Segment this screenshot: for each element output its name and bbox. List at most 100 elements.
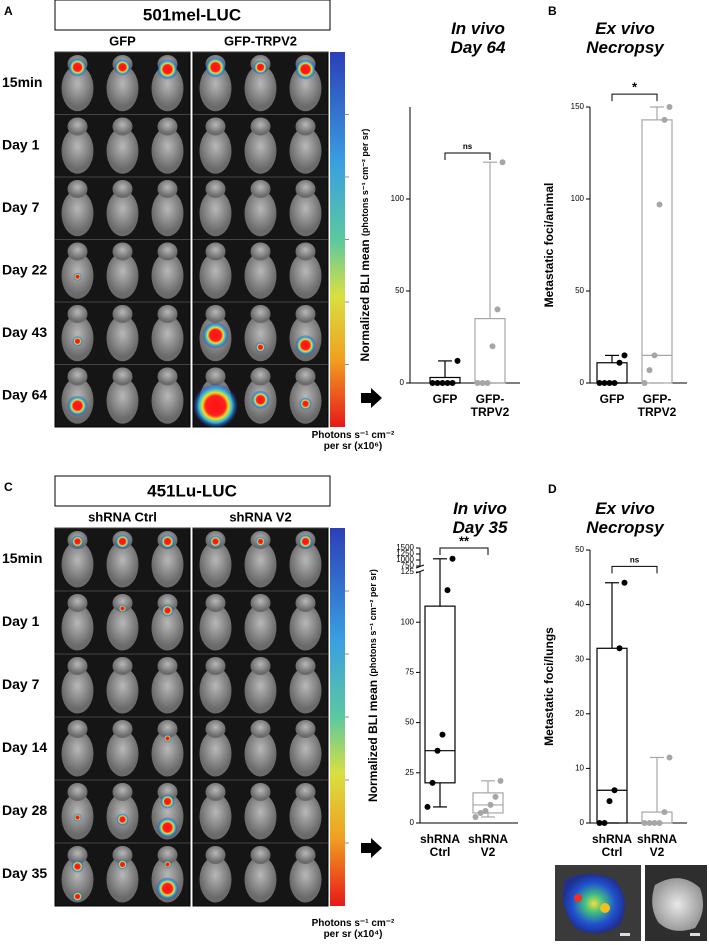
mouse-body [151, 127, 184, 174]
data-point [656, 820, 663, 826]
box [641, 119, 673, 384]
data-point [477, 809, 484, 816]
signal-blob [73, 813, 82, 822]
mouse-body [199, 541, 232, 588]
y-tick-label: 1500 [396, 543, 414, 552]
mouse-head [112, 783, 133, 801]
row-label: Day 43 [2, 324, 47, 340]
data-point [474, 380, 481, 386]
y-tick-label: 750 [401, 561, 415, 570]
mouse-body [199, 604, 232, 651]
signal-blob [156, 877, 179, 900]
mouse-body [244, 667, 277, 714]
signal-blob [116, 813, 129, 826]
mouse-body [289, 730, 322, 777]
signal-blob [255, 536, 266, 547]
mouse-body [151, 252, 184, 299]
mouse-head [295, 720, 316, 738]
mouse-body [61, 730, 94, 777]
mouse-body [151, 65, 184, 112]
column-header: shRNA V2 [229, 509, 291, 524]
mouse-head [112, 594, 133, 612]
data-point [666, 104, 673, 110]
mouse-body [289, 541, 322, 588]
mouse-head [67, 657, 88, 675]
mouse-head [250, 367, 271, 386]
mouse-head [67, 594, 88, 612]
data-point [497, 777, 504, 784]
data-point [646, 820, 653, 826]
box [424, 605, 456, 784]
row-label: Day 7 [2, 199, 40, 215]
data-point [424, 803, 431, 810]
mouse-head [295, 180, 316, 198]
mouse-head [157, 783, 178, 801]
mouse-body [61, 190, 94, 237]
mouse-head [295, 305, 316, 323]
y-axis-label-units: (photons s⁻¹ cm⁻² per sr) [368, 569, 378, 677]
y-tick-label: 0 [400, 378, 405, 387]
y-tick-label: 20 [575, 709, 584, 718]
mouse-head [250, 657, 271, 675]
mouse-head [205, 594, 226, 612]
chart-title: In vivo Day 64 [450, 19, 506, 57]
data-point [646, 367, 653, 374]
signal-blob [255, 342, 266, 353]
mouse-head [67, 367, 88, 386]
arrow [361, 388, 382, 408]
mouse-body [199, 127, 232, 174]
signal-blob [202, 322, 229, 349]
mouse-body [151, 667, 184, 714]
signal-blob [160, 794, 175, 809]
y-axis-label-main: Metastatic foci/lungs [542, 627, 556, 746]
data-point [641, 380, 648, 386]
mouse-body [244, 65, 277, 112]
mouse-head [295, 783, 316, 801]
mouse-head [295, 846, 316, 864]
axis-break [415, 569, 425, 574]
y-tick-label: 0 [580, 378, 585, 387]
mouse-head [67, 846, 88, 864]
significance-label: ns [630, 555, 640, 564]
mouse-head [250, 180, 271, 198]
mouse-body [106, 252, 139, 299]
data-point [666, 754, 673, 761]
y-tick-label: 100 [401, 617, 415, 626]
data-point [621, 579, 628, 586]
data-point [487, 801, 494, 808]
panel-label: C [4, 480, 13, 494]
data-point [651, 820, 658, 826]
data-point [482, 807, 489, 814]
mouse-body [106, 127, 139, 174]
y-tick-label: 50 [395, 286, 404, 295]
data-point [489, 343, 496, 350]
colorbar-caption: Photons s⁻¹ cm⁻² per sr (x10⁶) [311, 430, 395, 452]
significance-label: ** [459, 533, 470, 548]
panel-label: B [548, 4, 557, 18]
mouse-head [250, 305, 271, 323]
mouse-body [289, 793, 322, 840]
significance-bracket [444, 152, 491, 160]
mouse-body [151, 730, 184, 777]
y-axis-label: Metastatic foci/animal [542, 183, 556, 308]
mouse-head [250, 846, 271, 864]
column-header: shRNA Ctrl [88, 509, 157, 524]
data-point [611, 380, 618, 386]
x-tick-label: GFP [599, 392, 625, 406]
x-tick-label: GFP- TRPV2 [637, 392, 677, 420]
mouse-body [289, 190, 322, 237]
mouse-body [199, 730, 232, 777]
mouse-body [199, 667, 232, 714]
x-tick-label: GFP [432, 392, 458, 406]
mouse-body [244, 730, 277, 777]
signal-blob [71, 535, 84, 548]
mouse-head [250, 783, 271, 801]
data-point [444, 587, 451, 594]
mouse-body [106, 315, 139, 362]
chart-title: Ex vivo Necropsy [586, 19, 664, 57]
signal-blob [71, 860, 84, 873]
column-header: GFP-TRPV2 [224, 33, 297, 48]
mouse-head [67, 180, 88, 198]
mouse-body [61, 541, 94, 588]
